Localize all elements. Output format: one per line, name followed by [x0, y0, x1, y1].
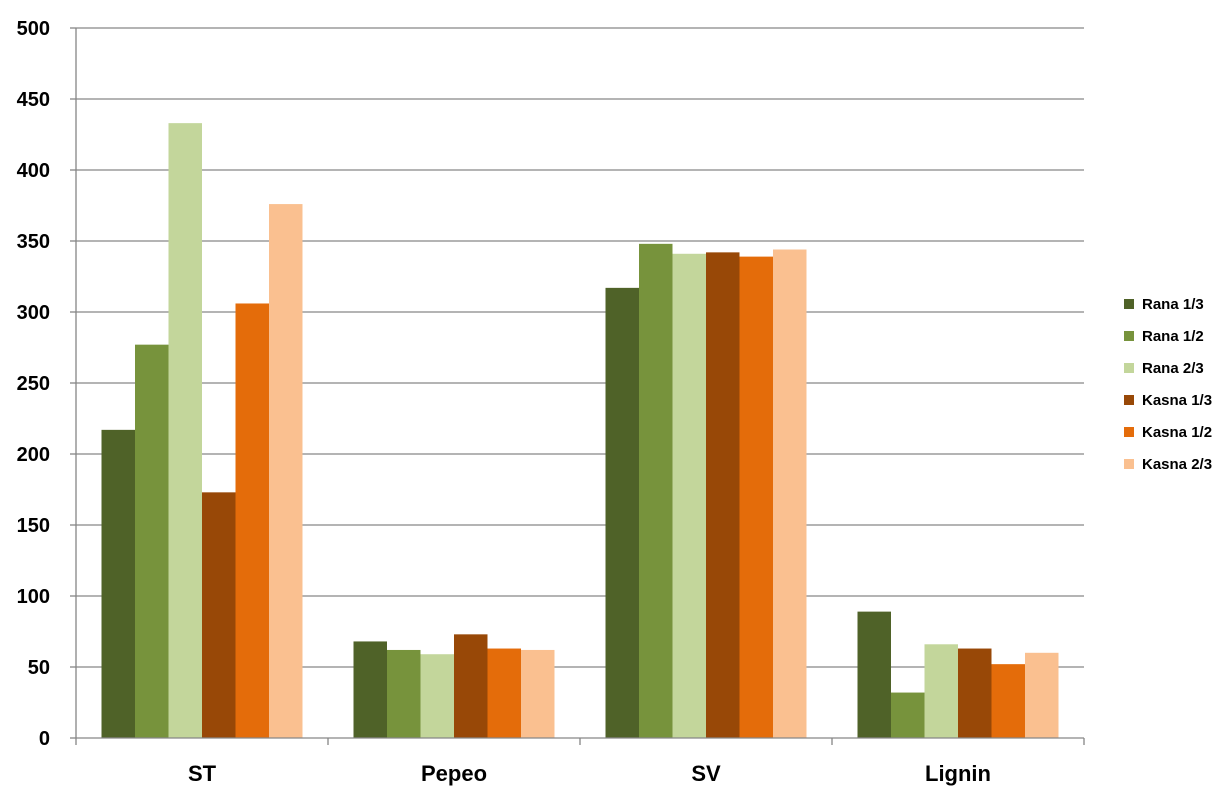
bar [991, 664, 1025, 738]
bar [420, 654, 454, 738]
y-tick-label: 450 [17, 89, 50, 111]
bar [269, 204, 303, 738]
legend-swatch [1124, 459, 1134, 469]
category-label: Lignin [925, 761, 991, 786]
bar [773, 249, 807, 738]
bar [706, 252, 740, 739]
legend-item: Kasna 1/3 [1124, 384, 1212, 416]
category-label: ST [188, 761, 217, 786]
bar [672, 253, 706, 738]
legend-item: Rana 2/3 [1124, 352, 1212, 384]
bar [924, 644, 958, 738]
legend-swatch [1124, 363, 1134, 373]
category-label: Pepeo [421, 761, 487, 786]
legend-label: Rana 2/3 [1142, 359, 1204, 377]
bar [857, 611, 891, 738]
legend-label: Rana 1/2 [1142, 327, 1204, 345]
bar [521, 649, 555, 738]
legend-swatch [1124, 299, 1134, 309]
y-tick-label: 100 [17, 586, 50, 608]
legend-item: Rana 1/2 [1124, 320, 1212, 352]
legend-label: Kasna 2/3 [1142, 455, 1213, 473]
bar [639, 243, 673, 738]
bar [235, 303, 269, 738]
bar [387, 649, 421, 738]
legend-item: Rana 1/3 [1124, 288, 1212, 320]
bar [891, 692, 925, 738]
category-labels: ST Pepeo SV Lignin [188, 761, 991, 786]
y-tick-label: 150 [17, 515, 50, 537]
bar [353, 641, 387, 738]
legend-swatch [1124, 331, 1134, 341]
bar [487, 648, 521, 738]
y-tick-label: 250 [17, 373, 50, 395]
x-axis [75, 737, 1085, 745]
bar [202, 492, 236, 738]
bar [135, 344, 169, 738]
y-tick-label: 500 [17, 18, 50, 40]
legend-label: Rana 1/3 [1142, 295, 1204, 313]
legend: Rana 1/3 Rana 1/2 Rana 2/3 Kasna 1/3 Kasna 1… [1124, 288, 1212, 480]
y-tick-label: 200 [17, 444, 50, 466]
legend-item: Kasna 2/3 [1124, 448, 1212, 480]
bar [1025, 652, 1059, 738]
bar [958, 648, 992, 738]
y-tick-label: 0 [39, 728, 50, 750]
category-label: SV [691, 761, 721, 786]
y-tick-label: 400 [17, 160, 50, 182]
legend-item: Kasna 1/2 [1124, 416, 1212, 448]
bar [739, 256, 773, 738]
bars [101, 123, 1059, 739]
bar [605, 287, 639, 738]
legend-swatch [1124, 427, 1134, 437]
legend-label: Kasna 1/3 [1142, 391, 1213, 409]
bar [101, 429, 135, 738]
legend-swatch [1124, 395, 1134, 405]
bar [168, 123, 202, 738]
y-axis-tick-labels: 0 50 100 150 200 250 300 350 400 450 500 [17, 18, 50, 750]
y-tick-label: 300 [17, 302, 50, 324]
bar [454, 634, 488, 738]
y-tick-label: 350 [17, 231, 50, 253]
legend-label: Kasna 1/2 [1142, 423, 1213, 441]
y-tick-label: 50 [28, 657, 50, 679]
